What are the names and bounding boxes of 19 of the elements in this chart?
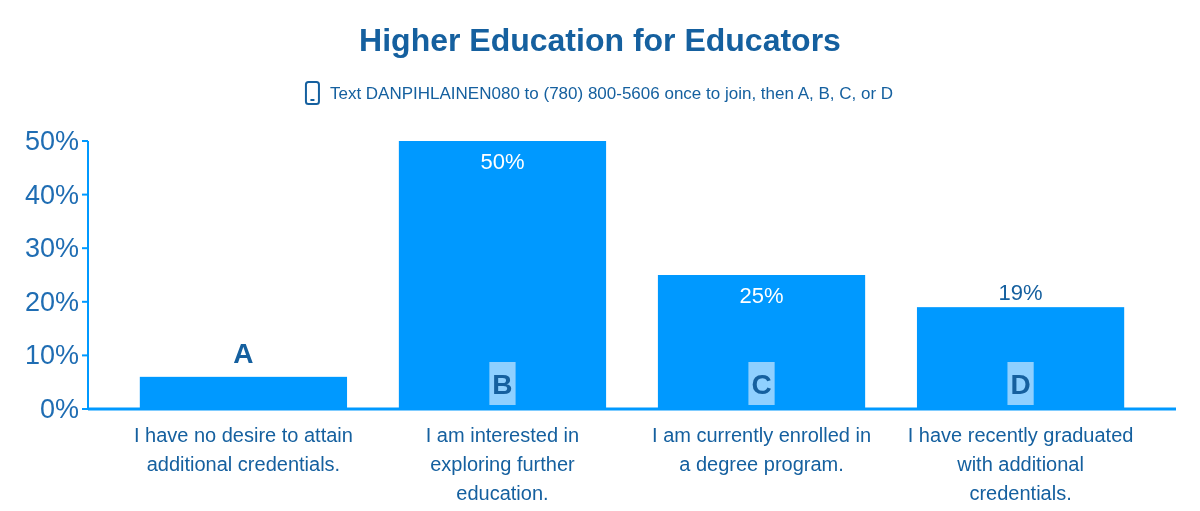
data-label: 19% — [998, 279, 1043, 305]
annotation: D — [1010, 368, 1031, 400]
chart-title: Higher Education for Educators — [359, 22, 841, 58]
y-tick-label: 30% — [24, 233, 79, 264]
x-tick-label: I am currently enrolled in a degree program. — [652, 424, 872, 475]
annotation: B — [492, 368, 513, 400]
y-tick-label: 20% — [24, 286, 79, 317]
data-label: 25% — [739, 282, 784, 308]
x-tick-label: I have recently graduated with additional credentials. — [907, 424, 1134, 504]
y-tick-label: 10% — [24, 340, 79, 371]
x-tick-label: I have no desire to attain additional credentials. — [133, 424, 353, 475]
data-label: 50% — [480, 148, 525, 174]
y-tick-label: 0% — [39, 394, 79, 424]
chart-subtitle: Text DANPIHLAINEN080 to (780) 800-5606 once to join, then A, B, C, or D — [329, 83, 894, 103]
x-tick-label: I am interested in exploring further education. — [425, 424, 580, 504]
annotation: C — [751, 368, 772, 400]
y-tick-label: 40% — [24, 179, 79, 210]
annotation: A — [233, 338, 254, 370]
y-tick-label: 50% — [24, 126, 79, 156]
